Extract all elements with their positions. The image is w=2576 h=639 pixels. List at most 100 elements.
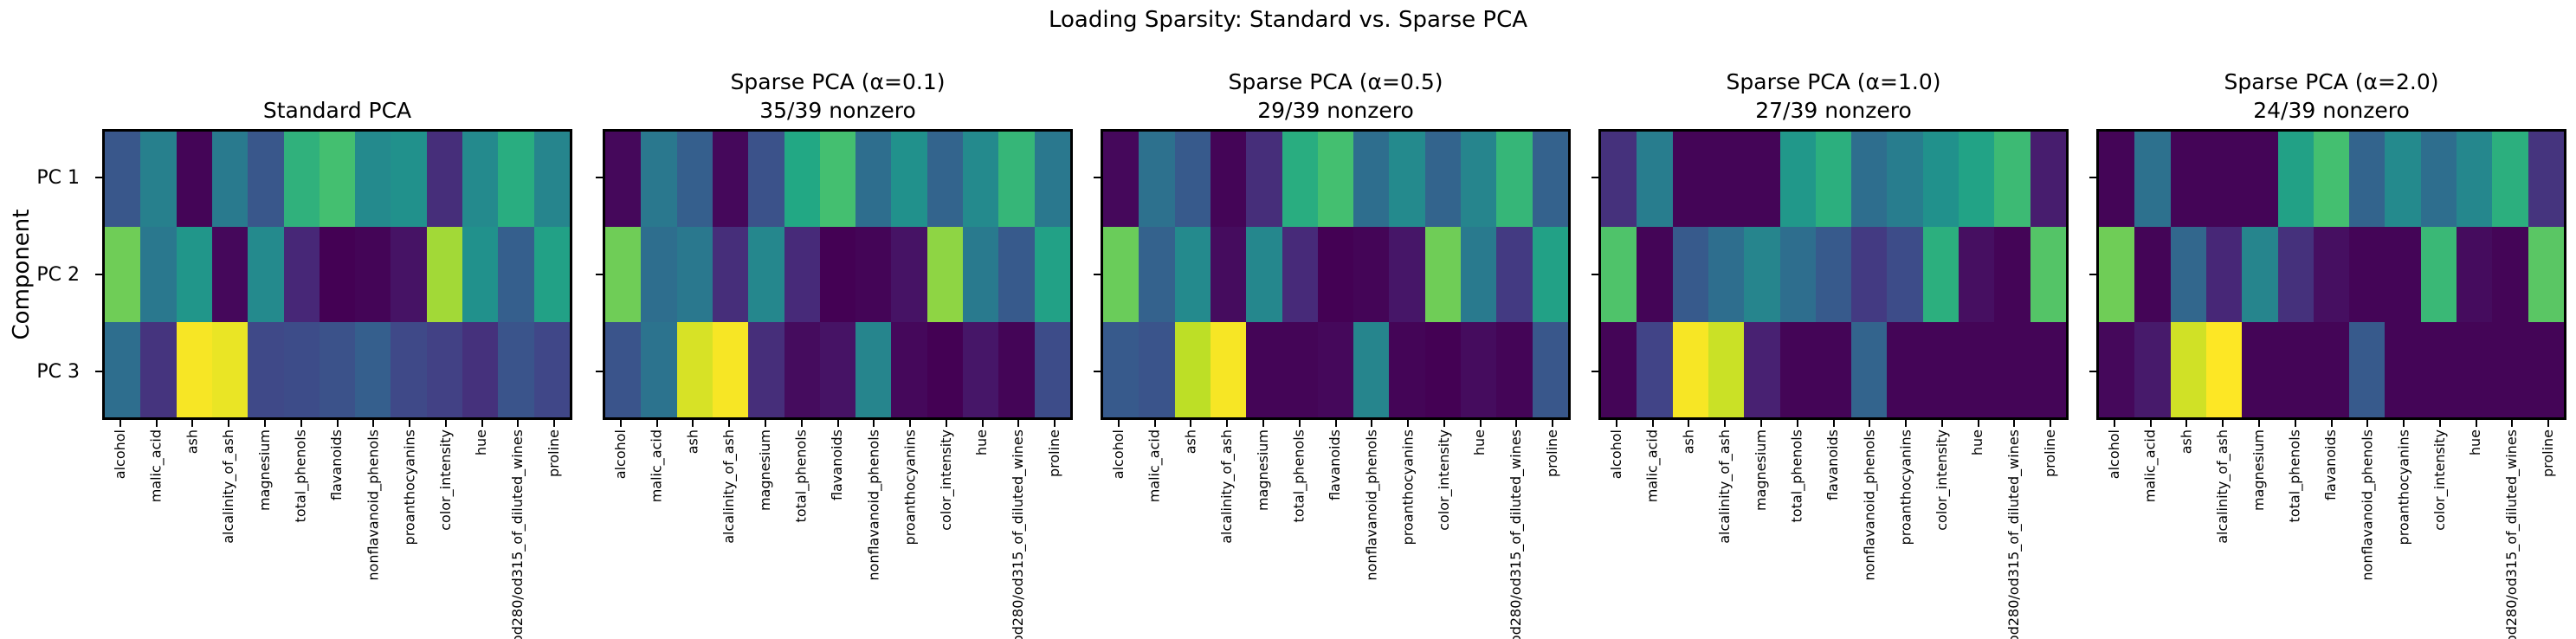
heatmap-cell bbox=[1637, 322, 1673, 417]
heatmap-cell bbox=[211, 322, 249, 417]
heatmap-cell bbox=[1424, 227, 1462, 322]
x-tick-mark bbox=[1515, 420, 1518, 427]
heatmap-cell bbox=[926, 132, 964, 227]
x-tick-mark bbox=[228, 420, 230, 427]
heatmap-cell bbox=[2492, 322, 2528, 417]
heatmap-cell bbox=[176, 227, 212, 322]
x-tick-mark bbox=[1724, 420, 1727, 427]
heatmap-cell bbox=[1174, 132, 1211, 227]
heatmap-cell bbox=[963, 132, 999, 227]
heatmap-cell bbox=[676, 322, 713, 417]
heatmap-cell bbox=[2134, 132, 2171, 227]
x-tick-label: malic_acid bbox=[2141, 429, 2159, 503]
heatmap-cell bbox=[1282, 132, 1318, 227]
heatmap-cell bbox=[1461, 227, 1497, 322]
heatmap-cell bbox=[891, 227, 927, 322]
heatmap-cell bbox=[1744, 322, 1780, 417]
heatmap-cell bbox=[1922, 322, 1959, 417]
heatmap-cell bbox=[283, 322, 320, 417]
heatmap-cell bbox=[2170, 322, 2206, 417]
x-tick-label: alcohol bbox=[611, 429, 629, 480]
x-tick-mark bbox=[1054, 420, 1056, 427]
heatmap-cell bbox=[605, 132, 642, 227]
x-tick-mark bbox=[909, 420, 912, 427]
x-tick-mark bbox=[1443, 420, 1445, 427]
x-tick-label-slot: hue bbox=[2458, 429, 2495, 639]
heatmap-cell bbox=[1887, 227, 1923, 322]
y-tick-mark bbox=[95, 371, 102, 372]
y-tick-mark bbox=[1094, 371, 1101, 372]
x-tick-label: malic_acid bbox=[1643, 429, 1661, 503]
heatmap-cell bbox=[891, 322, 927, 417]
heatmap-cell bbox=[2313, 132, 2350, 227]
panel-title: Sparse PCA (α=1.0) 27/39 nonzero bbox=[1598, 50, 2069, 125]
x-tick-label-slot: ash bbox=[2169, 429, 2205, 639]
heatmap-cell bbox=[1424, 322, 1462, 417]
heatmap-cell bbox=[605, 227, 642, 322]
heatmap-cell bbox=[1851, 227, 1888, 322]
heatmap-cell bbox=[391, 322, 427, 417]
x-tick-mark bbox=[336, 420, 339, 427]
x-tick-label: ash bbox=[2178, 429, 2195, 455]
heatmap-cell bbox=[2528, 132, 2564, 227]
x-tick-label-slot: alcalinity_of_ash bbox=[1707, 429, 1743, 639]
heatmap-cell bbox=[2349, 322, 2386, 417]
heatmap-cell bbox=[2313, 322, 2350, 417]
heatmap-cell bbox=[926, 322, 964, 417]
panel-title: Sparse PCA (α=0.1) 35/39 nonzero bbox=[603, 50, 1073, 125]
heatmap-cell bbox=[2242, 132, 2278, 227]
x-tick-mark bbox=[517, 420, 520, 427]
x-tick-label-slot: flavanoids bbox=[1816, 429, 1852, 639]
x-tick-mark bbox=[800, 420, 803, 427]
heatmap-cell bbox=[248, 132, 284, 227]
heatmap-cell bbox=[1496, 227, 1533, 322]
x-tick-label-slot: nonflavanoid_phenols bbox=[355, 429, 391, 639]
y-tick-mark bbox=[95, 274, 102, 275]
x-tick-label-slot: total_phenols bbox=[784, 429, 820, 639]
heatmap-cell bbox=[1317, 322, 1354, 417]
x-tick-mark bbox=[1615, 420, 1617, 427]
x-tick-mark bbox=[409, 420, 411, 427]
x-tick-label-slot: hue bbox=[1462, 429, 1499, 639]
heatmap bbox=[1598, 129, 2069, 420]
x-tick-label-slot: magnesium bbox=[1245, 429, 1282, 639]
x-tick-label-slot: color_intensity bbox=[928, 429, 965, 639]
x-tick-mark bbox=[836, 420, 839, 427]
x-tick-mark bbox=[2113, 420, 2115, 427]
y-tick-label: PC 3 bbox=[36, 360, 80, 383]
panel-title: Standard PCA bbox=[102, 50, 572, 125]
heatmap-cell bbox=[2205, 322, 2243, 417]
x-tick-label: nonflavanoid_phenols bbox=[1363, 429, 1380, 581]
x-tick-label-slot: hue bbox=[464, 429, 500, 639]
heatmap-cell bbox=[1959, 132, 1995, 227]
x-tick-label: malic_acid bbox=[648, 429, 665, 503]
x-tick-mark bbox=[1262, 420, 1264, 427]
heatmap-cell bbox=[1708, 322, 1745, 417]
x-tick-label-slot: od280/od315_of_diluted_wines bbox=[1000, 429, 1036, 639]
x-tick-label: alcohol bbox=[1607, 429, 1624, 480]
heatmap bbox=[2096, 129, 2566, 420]
x-tick-label: magnesium bbox=[756, 429, 773, 512]
heatmap-cell bbox=[676, 132, 713, 227]
heatmap bbox=[1101, 129, 1571, 420]
x-tick-label-slot: flavanoids bbox=[320, 429, 356, 639]
y-tick-mark bbox=[2089, 177, 2096, 178]
x-tick-label-slot: malic_acid bbox=[1137, 429, 1173, 639]
x-tick-label-slot: total_phenols bbox=[2277, 429, 2314, 639]
x-tick-label: proline bbox=[2540, 429, 2557, 478]
x-tick-label: proanthocyanins bbox=[1399, 429, 1417, 545]
heatmap-cell bbox=[784, 322, 820, 417]
heatmap-cell bbox=[1246, 227, 1282, 322]
x-tick-label: nonflavanoid_phenols bbox=[365, 429, 382, 581]
x-tick-label: flavanoids bbox=[1824, 429, 1842, 501]
x-tick-labels: alcohol malic_acid ash alcalinity_of_ash mag… bbox=[1598, 429, 2069, 639]
x-tick-label: proline bbox=[546, 429, 563, 478]
x-tick-mark bbox=[1334, 420, 1337, 427]
heatmap-cell bbox=[2349, 227, 2386, 322]
heatmap-cell bbox=[1532, 322, 1568, 417]
x-tick-mark bbox=[155, 420, 158, 427]
heatmap-cell bbox=[355, 132, 391, 227]
x-tick-label: nonflavanoid_phenols bbox=[865, 429, 882, 581]
x-tick-mark bbox=[2013, 420, 2016, 427]
heatmap-cell bbox=[1815, 132, 1852, 227]
